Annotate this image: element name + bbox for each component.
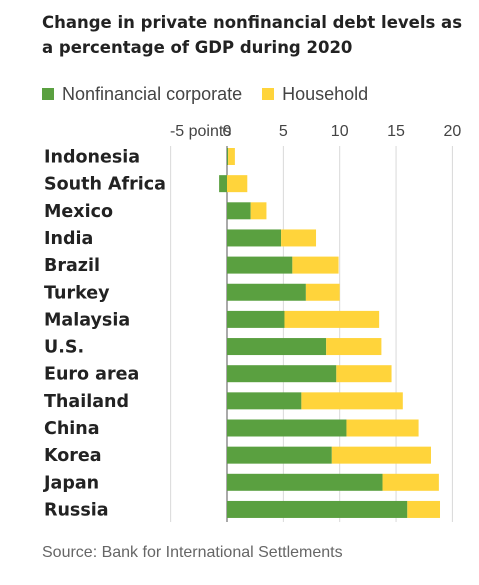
bar-household xyxy=(305,283,340,301)
bar-corporate xyxy=(227,446,332,464)
bar-corporate xyxy=(219,175,227,193)
bar-corporate xyxy=(227,500,408,518)
bar-corporate xyxy=(227,419,347,437)
x-tick-label: 15 xyxy=(387,123,405,140)
x-tick-label: -5 points xyxy=(170,123,231,140)
bar-household xyxy=(382,473,439,491)
x-tick-label: 0 xyxy=(223,123,232,140)
chart-title: Change in private nonfinancial debt leve… xyxy=(42,13,463,57)
category-label: India xyxy=(44,229,93,249)
bar-household xyxy=(346,419,419,437)
legend-item-household: Household xyxy=(262,84,368,105)
bar-corporate xyxy=(227,256,293,274)
bar-household xyxy=(281,229,317,247)
bar-corporate xyxy=(227,202,251,220)
category-label: Mexico xyxy=(44,202,113,222)
category-label: Malaysia xyxy=(44,310,130,330)
bar-corporate xyxy=(227,229,282,247)
category-label: U.S. xyxy=(44,338,84,358)
x-tick-label: 5 xyxy=(279,123,288,140)
category-label: Thailand xyxy=(44,392,129,412)
bar-household xyxy=(250,202,267,220)
legend: Nonfinancial corporate Household xyxy=(42,83,388,105)
bar-household xyxy=(336,365,392,383)
category-label: Indonesia xyxy=(44,148,140,168)
category-label: South Africa xyxy=(44,175,166,195)
category-label: Euro area xyxy=(44,365,139,385)
bar-corporate xyxy=(227,310,285,328)
bar-household xyxy=(284,310,380,328)
bar-household xyxy=(301,392,403,410)
bar-corporate xyxy=(227,283,306,301)
x-tick-label: 10 xyxy=(331,123,349,140)
category-label: China xyxy=(44,419,100,439)
bar-corporate xyxy=(227,338,327,356)
bar-household xyxy=(326,338,382,356)
legend-swatch-corporate xyxy=(42,88,54,100)
source-note: Source: Bank for International Settlemen… xyxy=(42,544,343,561)
bar-household xyxy=(228,148,235,165)
bar-household xyxy=(407,500,441,518)
category-label: Brazil xyxy=(44,256,100,276)
legend-swatch-household xyxy=(262,88,275,100)
bar-corporate xyxy=(227,148,229,165)
legend-label-household: Household xyxy=(282,83,369,104)
category-label: Turkey xyxy=(44,283,110,303)
bar-household xyxy=(292,256,339,274)
bar-corporate xyxy=(227,392,302,410)
category-label: Japan xyxy=(43,473,99,493)
x-tick-label: 20 xyxy=(444,123,462,140)
category-label: Russia xyxy=(44,500,109,520)
bar-household xyxy=(227,175,248,193)
legend-label-corporate: Nonfinancial corporate xyxy=(62,83,243,104)
legend-item-corporate: Nonfinancial corporate xyxy=(42,84,242,105)
bar-household xyxy=(331,446,431,464)
bar-corporate xyxy=(227,365,337,383)
category-label: Korea xyxy=(44,446,102,466)
bar-corporate xyxy=(227,473,383,491)
